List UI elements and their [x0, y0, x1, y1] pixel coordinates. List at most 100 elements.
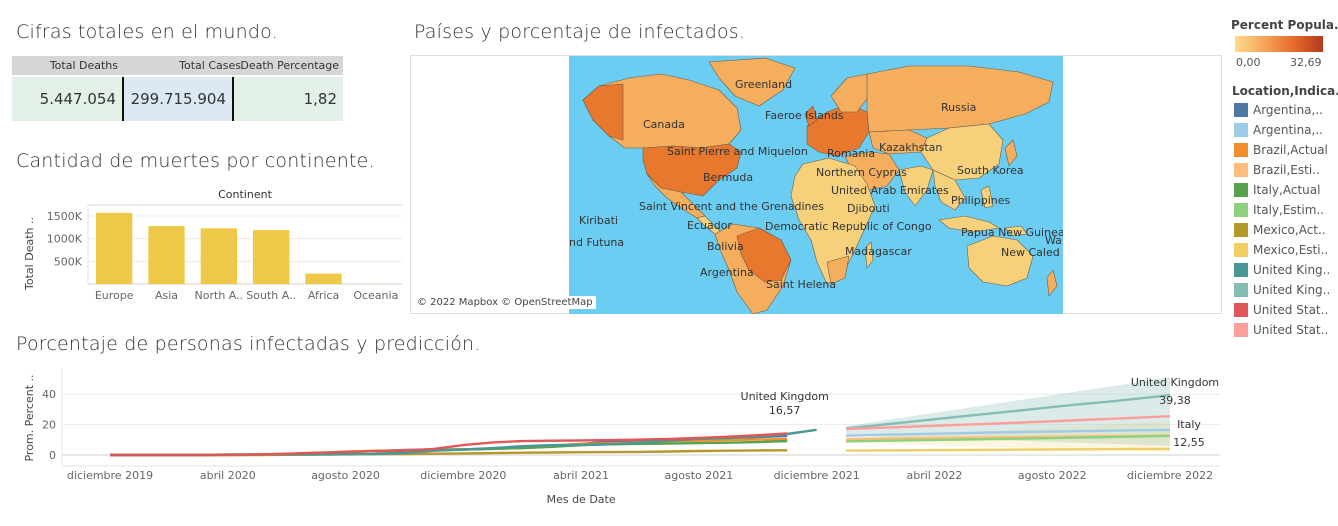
x-tick-label: North A..	[195, 289, 244, 302]
total-deaths-value[interactable]: 5.447.054	[12, 77, 122, 121]
legend-label: Brazil,Actual	[1253, 143, 1328, 157]
region-new-zealand[interactable]	[1046, 269, 1058, 297]
annotation-name: Italy	[1177, 418, 1201, 431]
map-label-wallis-a[interactable]: Wallis a	[1045, 234, 1063, 247]
region-australia[interactable]	[966, 235, 1034, 287]
series-line-mexico-esti[interactable]	[846, 447, 1171, 452]
region-alaska[interactable]	[582, 83, 624, 141]
map-attribution: © 2022 Mapbox © OpenStreetMap	[414, 296, 596, 309]
line-chart-title: Porcentaje de personas infectadas y pred…	[16, 333, 481, 355]
column-divider	[122, 77, 124, 121]
series-line-united-stat[interactable]	[110, 432, 788, 457]
map-label-kiribati[interactable]: Kiribati	[579, 214, 618, 227]
x-tick-label: South A..	[246, 289, 296, 302]
region-madagascar[interactable]	[864, 241, 874, 269]
y-tick-label: 1000K	[47, 233, 83, 246]
continent-bar-chart[interactable]: Continent 500K 1000K 1500K Total Death .. Eur…	[0, 180, 405, 310]
color-legend-max: 32,69	[1290, 56, 1322, 69]
map-label-nd-futuna[interactable]: nd Futuna	[569, 236, 624, 249]
total-cases-value[interactable]: 299.715.904	[124, 77, 232, 121]
x-tick-label: agosto 2021	[665, 469, 734, 482]
region-europe[interactable]	[806, 103, 870, 157]
legend-swatch	[1234, 283, 1248, 297]
map-label-bermuda[interactable]: Bermuda	[703, 171, 753, 184]
map-label-democratic-republic-of-congo[interactable]: Democratic Republic of Congo	[765, 220, 932, 233]
series-line-united-king[interactable]	[845, 394, 1171, 430]
y-tick-label: 40	[42, 388, 56, 401]
column-divider	[232, 77, 234, 121]
bar-europe[interactable]	[96, 212, 133, 284]
region-png[interactable]	[1004, 225, 1028, 237]
totals-table-header: Total Deaths Total Cases Death Percentag…	[12, 56, 343, 75]
bar-south-a[interactable]	[253, 230, 290, 284]
legend-label: United Stat..	[1253, 303, 1329, 317]
map-label-russia[interactable]: Russia	[941, 101, 976, 114]
world-map[interactable]: Greenland Faeroe Islands Russia Canada Roman…	[569, 56, 1063, 314]
region-brazil[interactable]	[736, 227, 792, 283]
region-southeast-asia[interactable]	[932, 169, 966, 211]
y-tick-label: 1500K	[47, 210, 83, 223]
map-label-new-caled[interactable]: New Caled	[1001, 246, 1060, 259]
x-tick-label: diciembre 2020	[420, 469, 506, 482]
continent-chart-title: Cantidad de muertes por continente.	[16, 150, 375, 172]
death-percentage-value[interactable]: 1,82	[234, 77, 343, 121]
map-label-united-arab-emirates[interactable]: United Arab Emirates	[831, 184, 949, 197]
y-tick-label: 500K	[54, 255, 83, 268]
x-axis-label: Mes de Date	[547, 493, 616, 506]
total-cases-header[interactable]: Total Cases	[179, 59, 241, 72]
map-label-saint-pierre-and-miquelon[interactable]: Saint Pierre and Miquelon	[667, 145, 808, 158]
death-percentage-header[interactable]: Death Percentage	[240, 59, 339, 72]
totals-title: Cifras totales en el mundo.	[16, 21, 278, 43]
map-label-philippines[interactable]: Philippines	[951, 194, 1011, 207]
x-tick-label: diciembre 2022	[1127, 469, 1213, 482]
map-label-ecuador[interactable]: Ecuador	[687, 219, 732, 232]
map-label-romania[interactable]: Romania	[827, 147, 875, 160]
map-label-faeroe-islands[interactable]: Faeroe Islands	[765, 109, 844, 122]
map-label-saint-vincent-and-the-grenadines[interactable]: Saint Vincent and the Grenadines	[639, 200, 824, 213]
legend-swatch	[1234, 183, 1248, 197]
legend-label: Italy,Estim..	[1253, 203, 1325, 217]
map-label-madagascar[interactable]: Madagascar	[845, 245, 912, 258]
region-south-africa[interactable]	[826, 255, 850, 285]
bar-africa[interactable]	[305, 273, 342, 284]
map-label-saint-helena[interactable]: Saint Helena	[766, 278, 836, 291]
annotation-name: United Kingdom	[1131, 376, 1219, 389]
x-tick-label: Oceania	[353, 289, 398, 302]
region-greenland[interactable]	[708, 57, 796, 107]
x-tick-label: Europe	[95, 289, 134, 302]
map-label-argentina[interactable]: Argentina	[700, 266, 754, 279]
map-label-djibouti[interactable]: Djibouti	[847, 202, 890, 215]
x-tick-label: abril 2021	[553, 469, 609, 482]
annotation-name: United Kingdom	[741, 390, 829, 403]
bar-asia[interactable]	[148, 226, 185, 284]
map-label-south-korea[interactable]: South Korea	[957, 164, 1024, 177]
map-label-greenland[interactable]: Greenland	[735, 78, 792, 91]
region-uk[interactable]	[804, 105, 818, 127]
x-tick-label: abril 2022	[907, 469, 963, 482]
y-axis-label: Prom. Percent ..	[23, 374, 36, 461]
region-indonesia[interactable]	[938, 215, 1000, 233]
map-label-northern-cyprus[interactable]: Northern Cyprus	[816, 166, 907, 179]
map-label-bolivia[interactable]: Bolivia	[707, 240, 744, 253]
region-india[interactable]	[898, 165, 934, 207]
color-legend-title: Percent Popula..	[1231, 18, 1338, 32]
x-tick-label: abril 2020	[200, 469, 256, 482]
series-line-italy-estim[interactable]	[846, 434, 1171, 443]
total-deaths-header[interactable]: Total Deaths	[49, 59, 118, 72]
map-label-papua-new-guinea[interactable]: Papua New Guinea	[961, 226, 1063, 239]
series-line-argentina[interactable]	[846, 428, 1171, 437]
y-axis-label: Total Death ..	[23, 217, 36, 291]
bar-north-a[interactable]	[200, 228, 237, 284]
x-tick-label: diciembre 2021	[774, 469, 860, 482]
series-line-united-stat[interactable]	[846, 415, 1171, 431]
region-japan[interactable]	[1004, 139, 1018, 167]
annotation-value: 39,38	[1159, 394, 1191, 407]
legend-swatch	[1234, 323, 1248, 337]
infection-line-chart[interactable]: 0 20 40 Prom. Percent .. diciembre 2019 abril…	[0, 360, 1230, 520]
map-label-canada[interactable]: Canada	[643, 118, 685, 131]
legend-swatch	[1234, 223, 1248, 237]
map-label-kazakhstan[interactable]: Kazakhstan	[879, 141, 942, 154]
region-philippines[interactable]	[980, 185, 994, 209]
color-legend-gradient[interactable]	[1235, 36, 1323, 52]
x-tick-label: Africa	[308, 289, 339, 302]
